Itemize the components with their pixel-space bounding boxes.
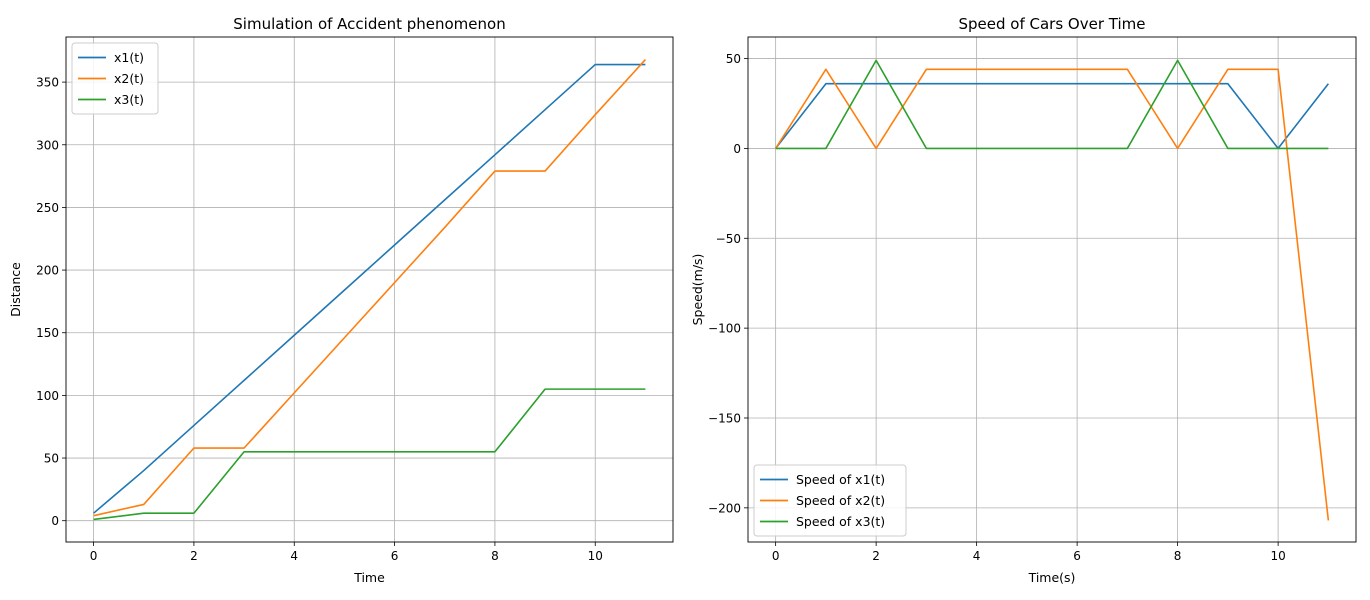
series-line-1 <box>93 63 646 514</box>
y-tick-label: −200 <box>708 501 741 515</box>
series-line-1 <box>775 82 1329 150</box>
x-tick-label: 4 <box>973 549 981 563</box>
y-tick-label: 200 <box>36 264 59 278</box>
legend-box <box>753 464 907 537</box>
x-tick-label: 2 <box>872 549 880 563</box>
x-axis-label: Time(s) <box>1028 570 1076 585</box>
chart-title: Speed of Cars Over Time <box>959 15 1146 33</box>
legend-label-1: x1(t) <box>114 50 144 65</box>
y-axis-label: Speed(m/s) <box>690 254 705 326</box>
y-tick-label: −50 <box>716 232 741 246</box>
chart-title: Simulation of Accident phenomenon <box>233 15 505 33</box>
y-tick-label: 100 <box>36 389 59 403</box>
legend-label-3: Speed of x3(t) <box>796 514 885 529</box>
y-tick-label: 150 <box>36 326 59 340</box>
y-tick-label: 350 <box>36 76 59 90</box>
legend-label-1: Speed of x1(t) <box>796 472 885 487</box>
legend: x1(t) x2(t) x3(t) <box>71 42 159 115</box>
series-line-3 <box>93 388 646 521</box>
y-tick-label: −100 <box>708 322 741 336</box>
x-tick-label: 2 <box>190 549 198 563</box>
plot-frame <box>65 36 674 543</box>
y-tick-label: 0 <box>733 142 741 156</box>
plot-frame <box>747 36 1357 543</box>
x-tick-label: 8 <box>491 549 499 563</box>
x-tick-label: 0 <box>772 549 780 563</box>
x-axis-label: Time <box>353 570 385 585</box>
legend-label-2: Speed of x2(t) <box>796 493 885 508</box>
y-tick-label: 0 <box>51 514 59 528</box>
legend: Speed of x1(t) Speed of x2(t) Speed of x3(… <box>753 464 907 537</box>
x-tick-label: 4 <box>290 549 298 563</box>
legend-label-2: x2(t) <box>114 71 144 86</box>
x-tick-label: 6 <box>1073 549 1081 563</box>
x-tick-label: 10 <box>588 549 603 563</box>
y-axis-label: Distance <box>8 262 23 317</box>
series-line-2 <box>774 68 1330 521</box>
y-tick-label: 300 <box>36 138 59 152</box>
chart-speed: 0 2 4 6 8 10 50 0 −50 −100 −150 −200 Speed of Cars O… <box>690 15 1357 585</box>
x-tick-label: 8 <box>1174 549 1182 563</box>
y-tick-label: −150 <box>708 411 741 425</box>
y-tick-label: 50 <box>726 52 741 66</box>
y-tick-label: 50 <box>44 452 59 466</box>
x-tick-label: 10 <box>1270 549 1285 563</box>
y-tick-label: 250 <box>36 201 59 215</box>
series-line-3 <box>775 59 1329 150</box>
x-tick-label: 6 <box>391 549 399 563</box>
x-tick-label: 0 <box>90 549 98 563</box>
series-line-2 <box>93 59 647 517</box>
legend-box <box>71 42 159 115</box>
legend-label-3: x3(t) <box>114 92 144 107</box>
